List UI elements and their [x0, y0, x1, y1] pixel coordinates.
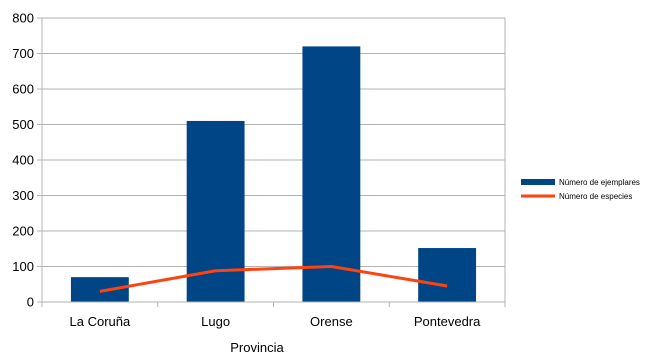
legend-swatch-bar: [521, 179, 555, 185]
axes: [37, 18, 506, 307]
y-tick-label: 0: [27, 295, 34, 310]
bar: [70, 277, 129, 302]
y-tick-label: 800: [12, 11, 34, 26]
y-tick-label: 700: [12, 46, 34, 61]
legend-label: Número de ejemplares: [559, 178, 640, 187]
series-line: [99, 265, 448, 293]
x-tick-label: Orense: [310, 314, 353, 329]
y-tick-label: 400: [12, 153, 34, 168]
x-tick-label: Lugo: [201, 314, 230, 329]
y-tick-label: 600: [12, 82, 34, 97]
bar: [302, 46, 361, 303]
bar-series: [70, 46, 477, 303]
bar: [418, 248, 477, 302]
y-tick-label: 500: [12, 117, 34, 132]
gridlines: [37, 17, 505, 303]
y-tick-labels: 0 100 200 300 400 500 600 700 800: [12, 11, 34, 310]
legend-label: Número de especies: [559, 192, 632, 201]
x-axis-title: Provincia: [230, 340, 284, 354]
legend: Número de ejemplares Número de especies: [521, 178, 640, 201]
y-tick-label: 300: [12, 188, 34, 203]
x-tick-labels: La Coruña Lugo Orense Pontevedra: [70, 314, 482, 329]
line-series: [99, 265, 448, 293]
y-tick-label: 200: [12, 224, 34, 239]
x-tick-label: La Coruña: [70, 314, 131, 329]
y-tick-label: 100: [12, 259, 34, 274]
x-tick-label: Pontevedra: [414, 314, 481, 329]
